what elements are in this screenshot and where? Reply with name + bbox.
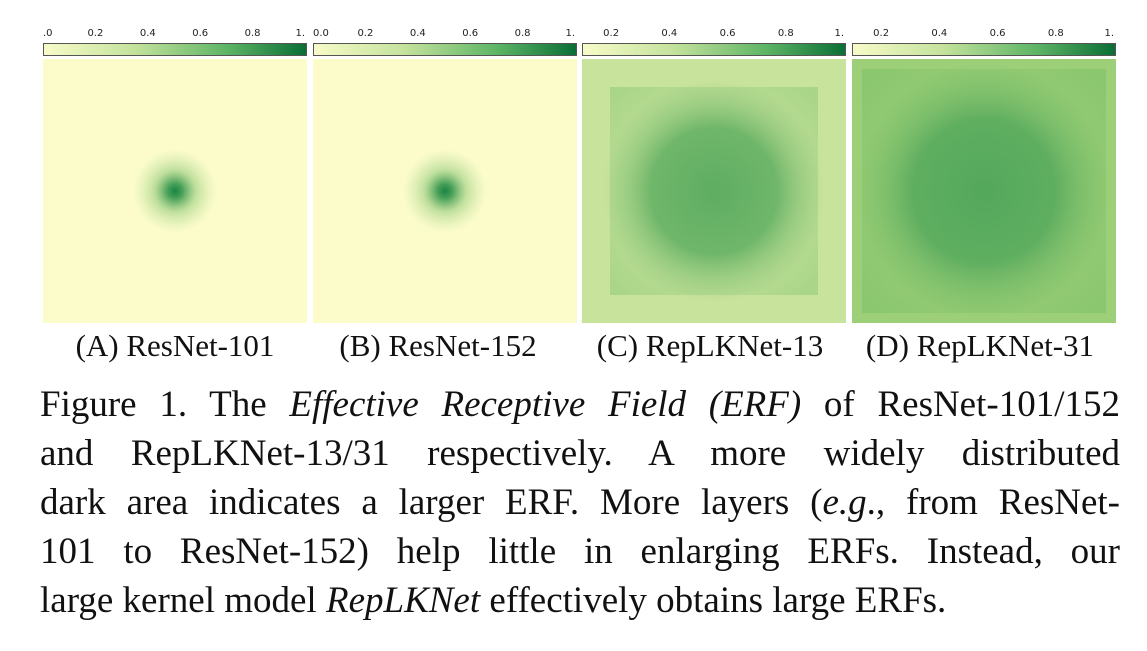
- erf-panel-replknet-13: 0.2 0.4 0.6 0.8 1.: [582, 28, 846, 328]
- colorbar-tick-label: 0.8: [514, 28, 531, 39]
- colorbar-tick-label: 0.8: [777, 28, 794, 39]
- colorbar-tick-label: 1.: [1104, 28, 1114, 39]
- heatmap-erf-center: [852, 59, 1116, 323]
- caption-text: ., from ResNet-: [866, 482, 1121, 523]
- erf-panel-resnet-101: .0 0.2 0.4 0.6 0.8 1.: [43, 28, 307, 328]
- figure-caption: Figure 1. The Effective Receptive Field …: [40, 380, 1120, 625]
- colorbar: [43, 43, 307, 56]
- erf-panel-replknet-31: 0.2 0.4 0.6 0.8 1.: [852, 28, 1116, 328]
- erf-heatmap-svg: [852, 59, 1116, 323]
- colorbar-tick-label: 0.6: [462, 28, 479, 39]
- caption-text: Figure 1. The: [40, 384, 290, 425]
- colorbar-tick-label: 0.2: [87, 28, 104, 39]
- caption-text: and RepLKNet-13/31 respectively. A more …: [40, 433, 1120, 474]
- caption-line: dark area indicates a larger ERF. More l…: [40, 478, 1120, 527]
- colorbar-tick-label: 0.4: [661, 28, 678, 39]
- panel-label-d: (D) RepLKNet-31: [865, 328, 1095, 363]
- colorbar-tick-label: 0.2: [603, 28, 620, 39]
- caption-line: Figure 1. The Effective Receptive Field …: [40, 380, 1120, 429]
- colorbar-tick-label: 0.6: [989, 28, 1006, 39]
- colorbar-tick-label: 0.6: [192, 28, 209, 39]
- colorbar-tick-label: .0: [43, 28, 53, 39]
- heatmap-erf-center: [582, 59, 846, 323]
- colorbar-tick-label: 0.4: [409, 28, 426, 39]
- colorbar-ticks: 0.2 0.4 0.6 0.8 1.: [582, 28, 846, 42]
- colorbar: [852, 43, 1116, 56]
- colorbar-tick-label: 1.: [834, 28, 844, 39]
- caption-italic-text: RepLKNet: [325, 580, 481, 621]
- caption-text: dark area indicates a larger ERF. More l…: [40, 482, 823, 523]
- colorbar-tick-label: 0.4: [931, 28, 948, 39]
- caption-text: effectively obtains large ERFs.: [480, 580, 947, 621]
- colorbar-tick-label: 1.: [565, 28, 575, 39]
- colorbar-tick-label: 0.8: [1047, 28, 1064, 39]
- colorbar-tick-label: 0.6: [719, 28, 736, 39]
- colorbar-ticks: 0.2 0.4 0.6 0.8 1.: [852, 28, 1116, 42]
- colorbar-tick-label: 0.8: [244, 28, 261, 39]
- caption-line: large kernel model RepLKNet effectively …: [40, 576, 1120, 625]
- erf-heatmap-replknet-31: [852, 59, 1116, 323]
- caption-text: of ResNet-101/152: [801, 384, 1120, 425]
- erf-heatmap-replknet-13: [582, 59, 846, 323]
- caption-line: 101 to ResNet-152) help little in enlarg…: [40, 527, 1120, 576]
- colorbar: [313, 43, 577, 56]
- colorbar: [582, 43, 846, 56]
- caption-italic-text: e.g: [822, 482, 867, 523]
- heatmap-erf-center: [313, 59, 577, 323]
- colorbar-tick-label: 1.: [295, 28, 305, 39]
- caption-italic-text: Effective Receptive Field (ERF): [289, 384, 802, 425]
- caption-text: large kernel model: [40, 580, 326, 621]
- erf-heatmap-svg: [43, 59, 307, 323]
- panel-label-b: (B) ResNet-152: [339, 328, 537, 363]
- colorbar-tick-label: 0.2: [357, 28, 374, 39]
- heatmap-erf-center: [43, 59, 307, 323]
- erf-panel-resnet-152: 0.0 0.2 0.4 0.6 0.8 1.: [313, 28, 577, 328]
- colorbar-tick-label: 0.4: [139, 28, 156, 39]
- panel-label-a: (A) ResNet-101: [75, 328, 275, 363]
- caption-line: and RepLKNet-13/31 respectively. A more …: [40, 429, 1120, 478]
- caption-text: 101 to ResNet-152) help little in enlarg…: [40, 531, 1120, 572]
- erf-heatmap-svg: [313, 59, 577, 323]
- colorbar-tick-label: 0.0: [313, 28, 329, 39]
- colorbar-ticks: 0.0 0.2 0.4 0.6 0.8 1.: [313, 28, 577, 42]
- erf-heatmap-svg: [582, 59, 846, 323]
- panel-label-c: (C) RepLKNet-13: [596, 328, 824, 363]
- erf-heatmap-resnet-152: [313, 59, 577, 323]
- colorbar-tick-label: 0.2: [873, 28, 890, 39]
- erf-heatmap-resnet-101: [43, 59, 307, 323]
- colorbar-ticks: .0 0.2 0.4 0.6 0.8 1.: [43, 28, 307, 42]
